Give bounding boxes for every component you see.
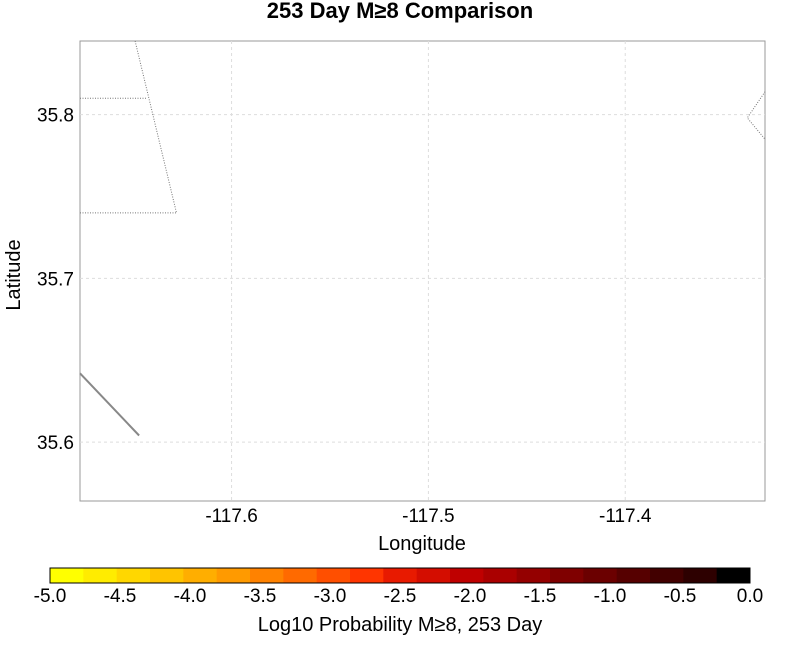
colorbar-cell-18 — [650, 568, 684, 583]
colorbar-cell-11 — [416, 568, 451, 583]
y-axis-label: Latitude — [3, 239, 25, 310]
map-features — [79, 40, 766, 437]
y-tick-labels: 35.8 35.7 35.6 — [37, 106, 74, 454]
colorbar-tick-1: -4.5 — [104, 586, 137, 607]
x-axis-label: Longitude — [378, 533, 466, 555]
boundary-line-4 — [746, 91, 766, 140]
colorbar-cell-9 — [350, 568, 384, 583]
colorbar-label: Log10 Probability M≥8, 253 Day — [258, 614, 542, 636]
boundary-line-2 — [134, 40, 177, 214]
colorbar-tick-0: -5.0 — [34, 586, 67, 607]
colorbar-cell-4 — [183, 568, 218, 583]
y-tick-label-0: 35.8 — [37, 106, 74, 127]
x-tick-label-1: -117.5 — [402, 506, 454, 527]
colorbar-tick-8: -1.0 — [594, 586, 627, 607]
colorbar-cell-0 — [50, 568, 84, 583]
y-tick-label-2: 35.6 — [37, 433, 74, 454]
colorbar-tick-2: -4.0 — [174, 586, 207, 607]
colorbar-tick-4: -3.0 — [314, 586, 347, 607]
x-tick-labels: -117.6 -117.5 -117.4 — [205, 506, 652, 527]
x-tick-label-2: -117.4 — [599, 506, 652, 527]
x-tick-label-0: -117.6 — [205, 506, 257, 527]
colorbar-tick-labels: -5.0 -4.5 -4.0 -3.5 -3.0 -2.5 -2.0 -1.5 -1.0 -0.5… — [34, 586, 764, 607]
colorbar-cell-13 — [483, 568, 518, 583]
colorbar: -5.0 -4.5 -4.0 -3.5 -3.0 -2.5 -2.0 -1.5 -1.0 -0.5… — [34, 567, 764, 607]
colorbar-cell-16 — [583, 568, 618, 583]
colorbar-tick-10: 0.0 — [737, 586, 763, 607]
colorbar-cell-5 — [216, 568, 251, 583]
colorbar-cell-15 — [550, 568, 584, 583]
y-tick-label-1: 35.7 — [37, 269, 74, 290]
colorbar-cell-17 — [616, 568, 651, 583]
colorbar-frame — [49, 567, 751, 584]
fault-trace — [79, 372, 140, 437]
colorbar-cell-3 — [150, 568, 184, 583]
colorbar-tick-7: -1.5 — [524, 586, 557, 607]
colorbar-cell-12 — [450, 568, 484, 583]
colorbar-cell-19 — [683, 568, 718, 583]
plot-frame — [79, 40, 766, 502]
colorbar-tick-3: -3.5 — [244, 586, 277, 607]
colorbar-cell-20 — [716, 568, 751, 583]
colorbar-tick-9: -0.5 — [664, 586, 697, 607]
colorbar-tick-6: -2.0 — [454, 586, 487, 607]
colorbar-cell-1 — [83, 568, 118, 583]
colorbar-cell-7 — [283, 568, 318, 583]
colorbar-cell-2 — [116, 568, 151, 583]
colorbar-tick-5: -2.5 — [384, 586, 417, 607]
colorbar-cell-14 — [516, 568, 551, 583]
colorbar-cell-8 — [316, 568, 351, 583]
plot-area: -117.6 -117.5 -117.4 35.8 35.7 35.6 — [37, 40, 766, 527]
grid-lines — [80, 41, 765, 501]
map-title: 253 Day M≥8 Comparison — [267, 0, 533, 23]
colorbar-cell-10 — [383, 568, 418, 583]
colorbar-cell-6 — [250, 568, 284, 583]
colorbar-cells — [50, 568, 751, 583]
